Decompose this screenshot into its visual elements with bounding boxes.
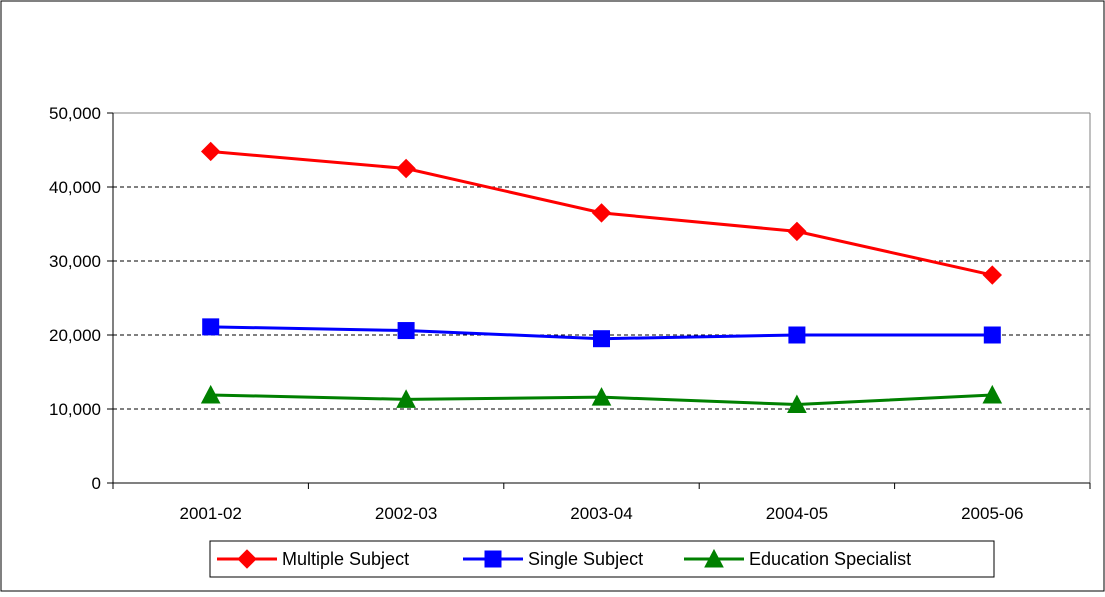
x-tick-label: 2005-06 [961,504,1023,523]
data-point-single-subject [983,326,1001,344]
x-tick-label: 2004-05 [766,504,828,523]
data-point-single-subject [593,330,610,348]
legend-item-single-subject: Single Subject [463,549,643,569]
x-tick-label: 2002-03 [375,504,437,523]
data-point-education-specialist [982,384,1003,404]
legend-item-education-specialist: Education Specialist [684,548,911,569]
y-tick-label: 20,000 [49,326,101,345]
data-point-single-subject [397,322,415,340]
y-tick-label: 40,000 [49,178,101,197]
x-tick-label: 2003-04 [570,504,632,523]
data-point-education-specialist [200,384,221,404]
y-tick-label: 10,000 [49,400,101,419]
y-tick-label: 30,000 [49,252,101,271]
legend-label-single-subject: Single Subject [528,549,643,569]
series-multiple-subject [200,141,1003,285]
legend-box [209,540,995,578]
data-point-multiple-subject [396,158,416,179]
plot-area: 0 10,000 20,000 30,000 40,000 50,000 2001-02 20… [49,104,1091,523]
x-tick-label: 2001-02 [180,504,242,523]
series-education-specialist [200,384,1003,414]
data-point-multiple-subject [982,265,1003,285]
series-single-subject [202,318,1001,348]
legend-marker-single-subject [484,550,502,568]
data-point-multiple-subject [200,141,221,162]
legend-item-multiple-subject: Multiple Subject [217,549,409,569]
data-point-multiple-subject [591,203,612,223]
data-point-education-specialist [396,389,416,408]
legend-marker-multiple-subject [237,549,257,569]
data-point-single-subject [202,318,220,336]
data-point-multiple-subject [787,221,807,242]
legend-marker-education-specialist [704,548,724,568]
data-point-education-specialist [591,387,612,406]
legend-label-multiple-subject: Multiple Subject [282,549,409,569]
y-tick-label: 0 [92,474,101,493]
legend-label-education-specialist: Education Specialist [749,549,911,569]
y-tick-label: 50,000 [49,104,101,123]
data-point-education-specialist [787,394,807,414]
data-point-single-subject [788,326,806,344]
legend: Multiple Subject Single Subject Education … [209,540,995,578]
plot-background [113,113,1090,483]
